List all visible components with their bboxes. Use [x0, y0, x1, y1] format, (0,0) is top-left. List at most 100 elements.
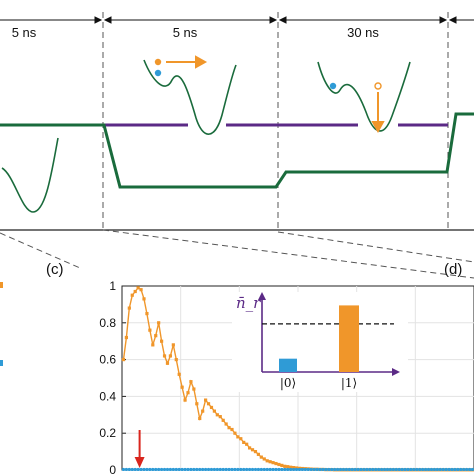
data-point-orange: [224, 422, 228, 426]
data-point-blue: [124, 467, 128, 472]
data-point-orange: [165, 361, 170, 365]
y-tick-label: 0.4: [99, 389, 116, 403]
data-point-orange: [180, 385, 184, 389]
data-point-blue: [165, 467, 170, 472]
data-point-orange: [265, 459, 269, 463]
data-point-orange: [221, 418, 225, 422]
data-point-blue: [403, 467, 407, 472]
data-point-blue: [397, 467, 401, 472]
duration-label: 5 ns: [173, 25, 198, 40]
data-point-blue: [435, 467, 439, 472]
data-point-orange: [177, 372, 181, 376]
data-point-blue: [438, 467, 442, 472]
data-point-orange: [183, 398, 187, 402]
data-point-orange: [277, 462, 281, 467]
data-point-blue: [306, 467, 310, 472]
zoom-guide-line: [102, 229, 474, 279]
data-point-blue: [145, 467, 149, 472]
data-point-orange: [209, 405, 214, 410]
data-point-orange: [289, 465, 293, 469]
data-point-blue: [268, 467, 272, 472]
data-point-blue: [192, 467, 196, 472]
zoom-guide-line: [0, 232, 81, 269]
data-point-blue: [256, 467, 260, 472]
data-point-blue: [233, 467, 237, 472]
data-point-blue: [174, 467, 178, 472]
data-point-blue: [336, 467, 340, 472]
data-point-orange: [195, 402, 199, 406]
data-point-orange: [139, 288, 143, 292]
data-point-blue: [400, 467, 404, 472]
panel-label-c: (c): [46, 261, 64, 278]
data-point-orange: [124, 335, 128, 340]
data-point-orange: [201, 409, 205, 413]
data-point-blue: [312, 467, 316, 472]
data-point-orange: [268, 460, 272, 464]
data-point-orange: [142, 297, 146, 301]
data-point-orange: [286, 465, 290, 469]
data-point-orange: [236, 435, 240, 439]
data-point-blue: [347, 467, 351, 472]
data-point-blue: [456, 467, 460, 472]
data-point-blue: [426, 467, 431, 472]
data-point-blue: [259, 467, 263, 472]
data-point-blue: [236, 467, 240, 472]
data-point-blue: [283, 467, 287, 472]
data-point-blue: [280, 467, 284, 472]
data-point-blue: [265, 467, 269, 472]
data-point-blue: [294, 467, 299, 472]
data-point-blue: [289, 467, 293, 472]
data-point-orange: [280, 463, 284, 467]
data-point-blue: [453, 467, 457, 472]
data-point-blue: [204, 467, 208, 472]
y-tick-label: 0.6: [99, 353, 116, 367]
data-point-orange: [171, 343, 175, 347]
y-axis: 0 0.2 0.4 0.6 0.8 1: [99, 279, 126, 474]
data-point-blue: [377, 467, 381, 472]
inset-bar: [339, 305, 359, 372]
data-point-orange: [227, 426, 231, 430]
inset-y-label: n̄_r: [236, 294, 261, 312]
data-point-blue: [424, 467, 428, 472]
inset-y-axis-arrow: [258, 292, 266, 300]
data-point-orange: [189, 380, 193, 384]
data-point-blue: [418, 467, 422, 472]
data-point-blue: [218, 467, 222, 472]
data-point-orange: [174, 358, 178, 362]
data-point-blue: [183, 467, 187, 472]
data-point-orange: [168, 354, 172, 358]
data-point-blue: [148, 467, 152, 472]
data-point-orange: [162, 354, 167, 358]
data-point-orange: [157, 321, 161, 325]
data-point-orange: [212, 409, 216, 413]
data-point-blue: [253, 467, 258, 472]
data-point-orange: [154, 334, 158, 338]
data-point-orange: [192, 387, 196, 391]
data-point-blue: [409, 467, 413, 472]
data-point-blue: [356, 467, 360, 472]
data-point-blue: [186, 467, 190, 472]
state-dot-excited-hollow: [374, 82, 382, 90]
data-point-blue: [318, 467, 322, 472]
data-point-blue: [444, 467, 448, 472]
inset-bar-chart: n̄_r |0⟩ |1⟩: [232, 292, 408, 392]
data-point-orange: [259, 455, 263, 459]
state-dot-ground: [329, 82, 337, 90]
data-point-orange: [274, 461, 278, 466]
data-point-blue: [248, 467, 252, 472]
data-point-orange: [198, 416, 202, 421]
inset-x-axis-arrow: [392, 368, 400, 376]
data-point-orange: [160, 339, 164, 343]
orange-arrow: [371, 92, 385, 134]
data-point-blue: [224, 467, 228, 472]
data-point-blue: [394, 467, 398, 472]
data-point-orange: [121, 358, 126, 362]
panel-label-d: (d): [444, 261, 462, 278]
data-point-blue: [189, 467, 193, 472]
inset-category-label: |0⟩: [280, 376, 296, 390]
data-point-blue: [239, 467, 243, 472]
data-point-blue: [242, 467, 246, 472]
data-point-orange: [186, 391, 190, 395]
left-edge-marker: [0, 360, 3, 366]
